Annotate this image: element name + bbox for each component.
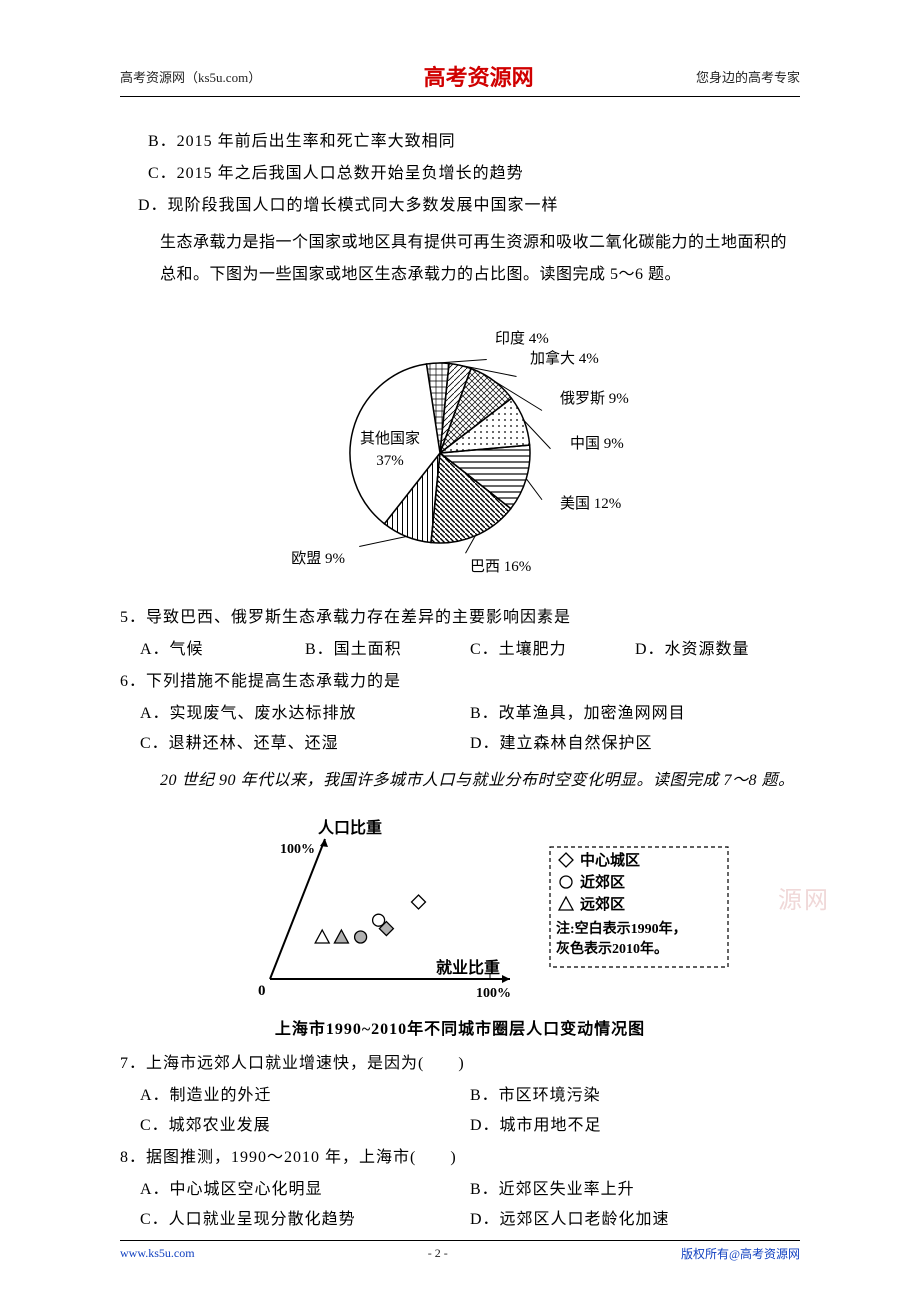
- svg-text:100%: 100%: [476, 986, 511, 1001]
- q5-stem: 5．导致巴西、俄罗斯生态承载力存在差异的主要影响因素是: [120, 603, 800, 627]
- q6-stem: 6．下列措施不能提高生态承载力的是: [120, 667, 800, 691]
- svg-text:加拿大 4%: 加拿大 4%: [530, 349, 599, 367]
- svg-text:其他国家: 其他国家: [360, 430, 420, 447]
- svg-text:俄罗斯 9%: 俄罗斯 9%: [560, 390, 629, 407]
- q8-row2: C．人口就业呈现分散化趋势 D．远郊区人口老龄化加速: [140, 1205, 800, 1229]
- header-brand: 高考资源网: [424, 60, 534, 92]
- q8-opt-d: D．远郊区人口老龄化加速: [470, 1205, 800, 1229]
- scatter-chart: 0人口比重100%100%就业比重中心城区近郊区远郊区注:空白表示1990年，灰…: [120, 809, 800, 1009]
- q5-opt-c: C．土壤肥力: [470, 635, 635, 659]
- footer-left: www.ks5u.com: [120, 1246, 195, 1261]
- svg-text:中心城区: 中心城区: [580, 851, 640, 869]
- svg-text:100%: 100%: [280, 842, 315, 857]
- svg-text:注:空白表示1990年，: 注:空白表示1990年，: [556, 920, 687, 937]
- q7-opt-a: A．制造业的外迁: [140, 1081, 470, 1105]
- svg-text:近郊区: 近郊区: [580, 873, 625, 891]
- svg-text:0: 0: [258, 983, 266, 999]
- q6-row1: A．实现废气、废水达标排放 B．改革渔具，加密渔网网目: [140, 699, 800, 723]
- q5-opt-a: A．气候: [140, 635, 305, 659]
- q8-opt-c: C．人口就业呈现分散化趋势: [140, 1205, 470, 1229]
- q6-opt-d: D．建立森林自然保护区: [470, 729, 800, 753]
- header-left: 高考资源网（ks5u.com）: [120, 67, 261, 86]
- svg-text:就业比重: 就业比重: [436, 958, 500, 977]
- svg-text:37%: 37%: [376, 453, 404, 469]
- svg-text:欧盟 9%: 欧盟 9%: [291, 550, 345, 567]
- q7-row1: A．制造业的外迁 B．市区环境污染: [140, 1081, 800, 1105]
- option-d: D．现阶段我国人口的增长模式同大多数发展中国家一样: [138, 191, 800, 215]
- svg-text:印度 4%: 印度 4%: [495, 330, 549, 347]
- passage-2: 20 世纪 90 年代以来，我国许多城市人口与就业分布时空变化明显。读图完成 7…: [160, 765, 800, 797]
- header-right: 您身边的高考专家: [696, 67, 800, 86]
- option-c: C．2015 年之后我国人口总数开始呈负增长的趋势: [148, 159, 800, 183]
- q6-row2: C．退耕还林、还草、还湿 D．建立森林自然保护区: [140, 729, 800, 753]
- svg-text:灰色表示2010年。: 灰色表示2010年。: [556, 940, 668, 957]
- option-b: B．2015 年前后出生率和死亡率大致相同: [148, 127, 800, 151]
- q8-stem: 8．据图推测，1990～2010 年，上海市( ): [120, 1143, 800, 1167]
- q8-opt-b: B．近郊区失业率上升: [470, 1175, 800, 1199]
- q6-opt-c: C．退耕还林、还草、还湿: [140, 729, 470, 753]
- passage-1: 生态承载力是指一个国家或地区具有提供可再生资源和吸收二氧化碳能力的土地面积的总和…: [160, 227, 800, 291]
- q7-stem: 7．上海市远郊人口就业增速快，是因为( ): [120, 1049, 800, 1073]
- q7-opt-b: B．市区环境污染: [470, 1081, 800, 1105]
- q7-opt-c: C．城郊农业发展: [140, 1111, 470, 1135]
- svg-text:远郊区: 远郊区: [580, 895, 625, 913]
- svg-text:巴西 16%: 巴西 16%: [470, 559, 531, 575]
- chart2-caption: 上海市1990~2010年不同城市圈层人口变动情况图: [120, 1015, 800, 1039]
- watermark: 源网: [778, 880, 830, 915]
- page-footer: www.ks5u.com - 2 - 版权所有@高考资源网: [120, 1240, 800, 1262]
- q5-opt-d: D．水资源数量: [635, 635, 800, 659]
- q6-opt-b: B．改革渔具，加密渔网网目: [470, 699, 800, 723]
- svg-text:中国 9%: 中国 9%: [570, 435, 624, 452]
- q8-opt-a: A．中心城区空心化明显: [140, 1175, 470, 1199]
- q7-row2: C．城郊农业发展 D．城市用地不足: [140, 1111, 800, 1135]
- q8-row1: A．中心城区空心化明显 B．近郊区失业率上升: [140, 1175, 800, 1199]
- footer-center: - 2 -: [428, 1246, 448, 1261]
- q7-opt-d: D．城市用地不足: [470, 1111, 800, 1135]
- q5-options: A．气候 B．国土面积 C．土壤肥力 D．水资源数量: [140, 635, 800, 659]
- svg-text:人口比重: 人口比重: [318, 818, 382, 837]
- q5-opt-b: B．国土面积: [305, 635, 470, 659]
- svg-text:美国 12%: 美国 12%: [560, 495, 621, 512]
- q6-opt-a: A．实现废气、废水达标排放: [140, 699, 470, 723]
- page-header: 高考资源网（ks5u.com） 高考资源网 您身边的高考专家: [120, 60, 800, 97]
- pie-chart: 印度 4% 加拿大 4% 俄罗斯 9% 中国 9% 美国 12% 巴西 16% 欧盟 9% 其…: [120, 303, 800, 583]
- footer-right: 版权所有@高考资源网: [681, 1245, 800, 1262]
